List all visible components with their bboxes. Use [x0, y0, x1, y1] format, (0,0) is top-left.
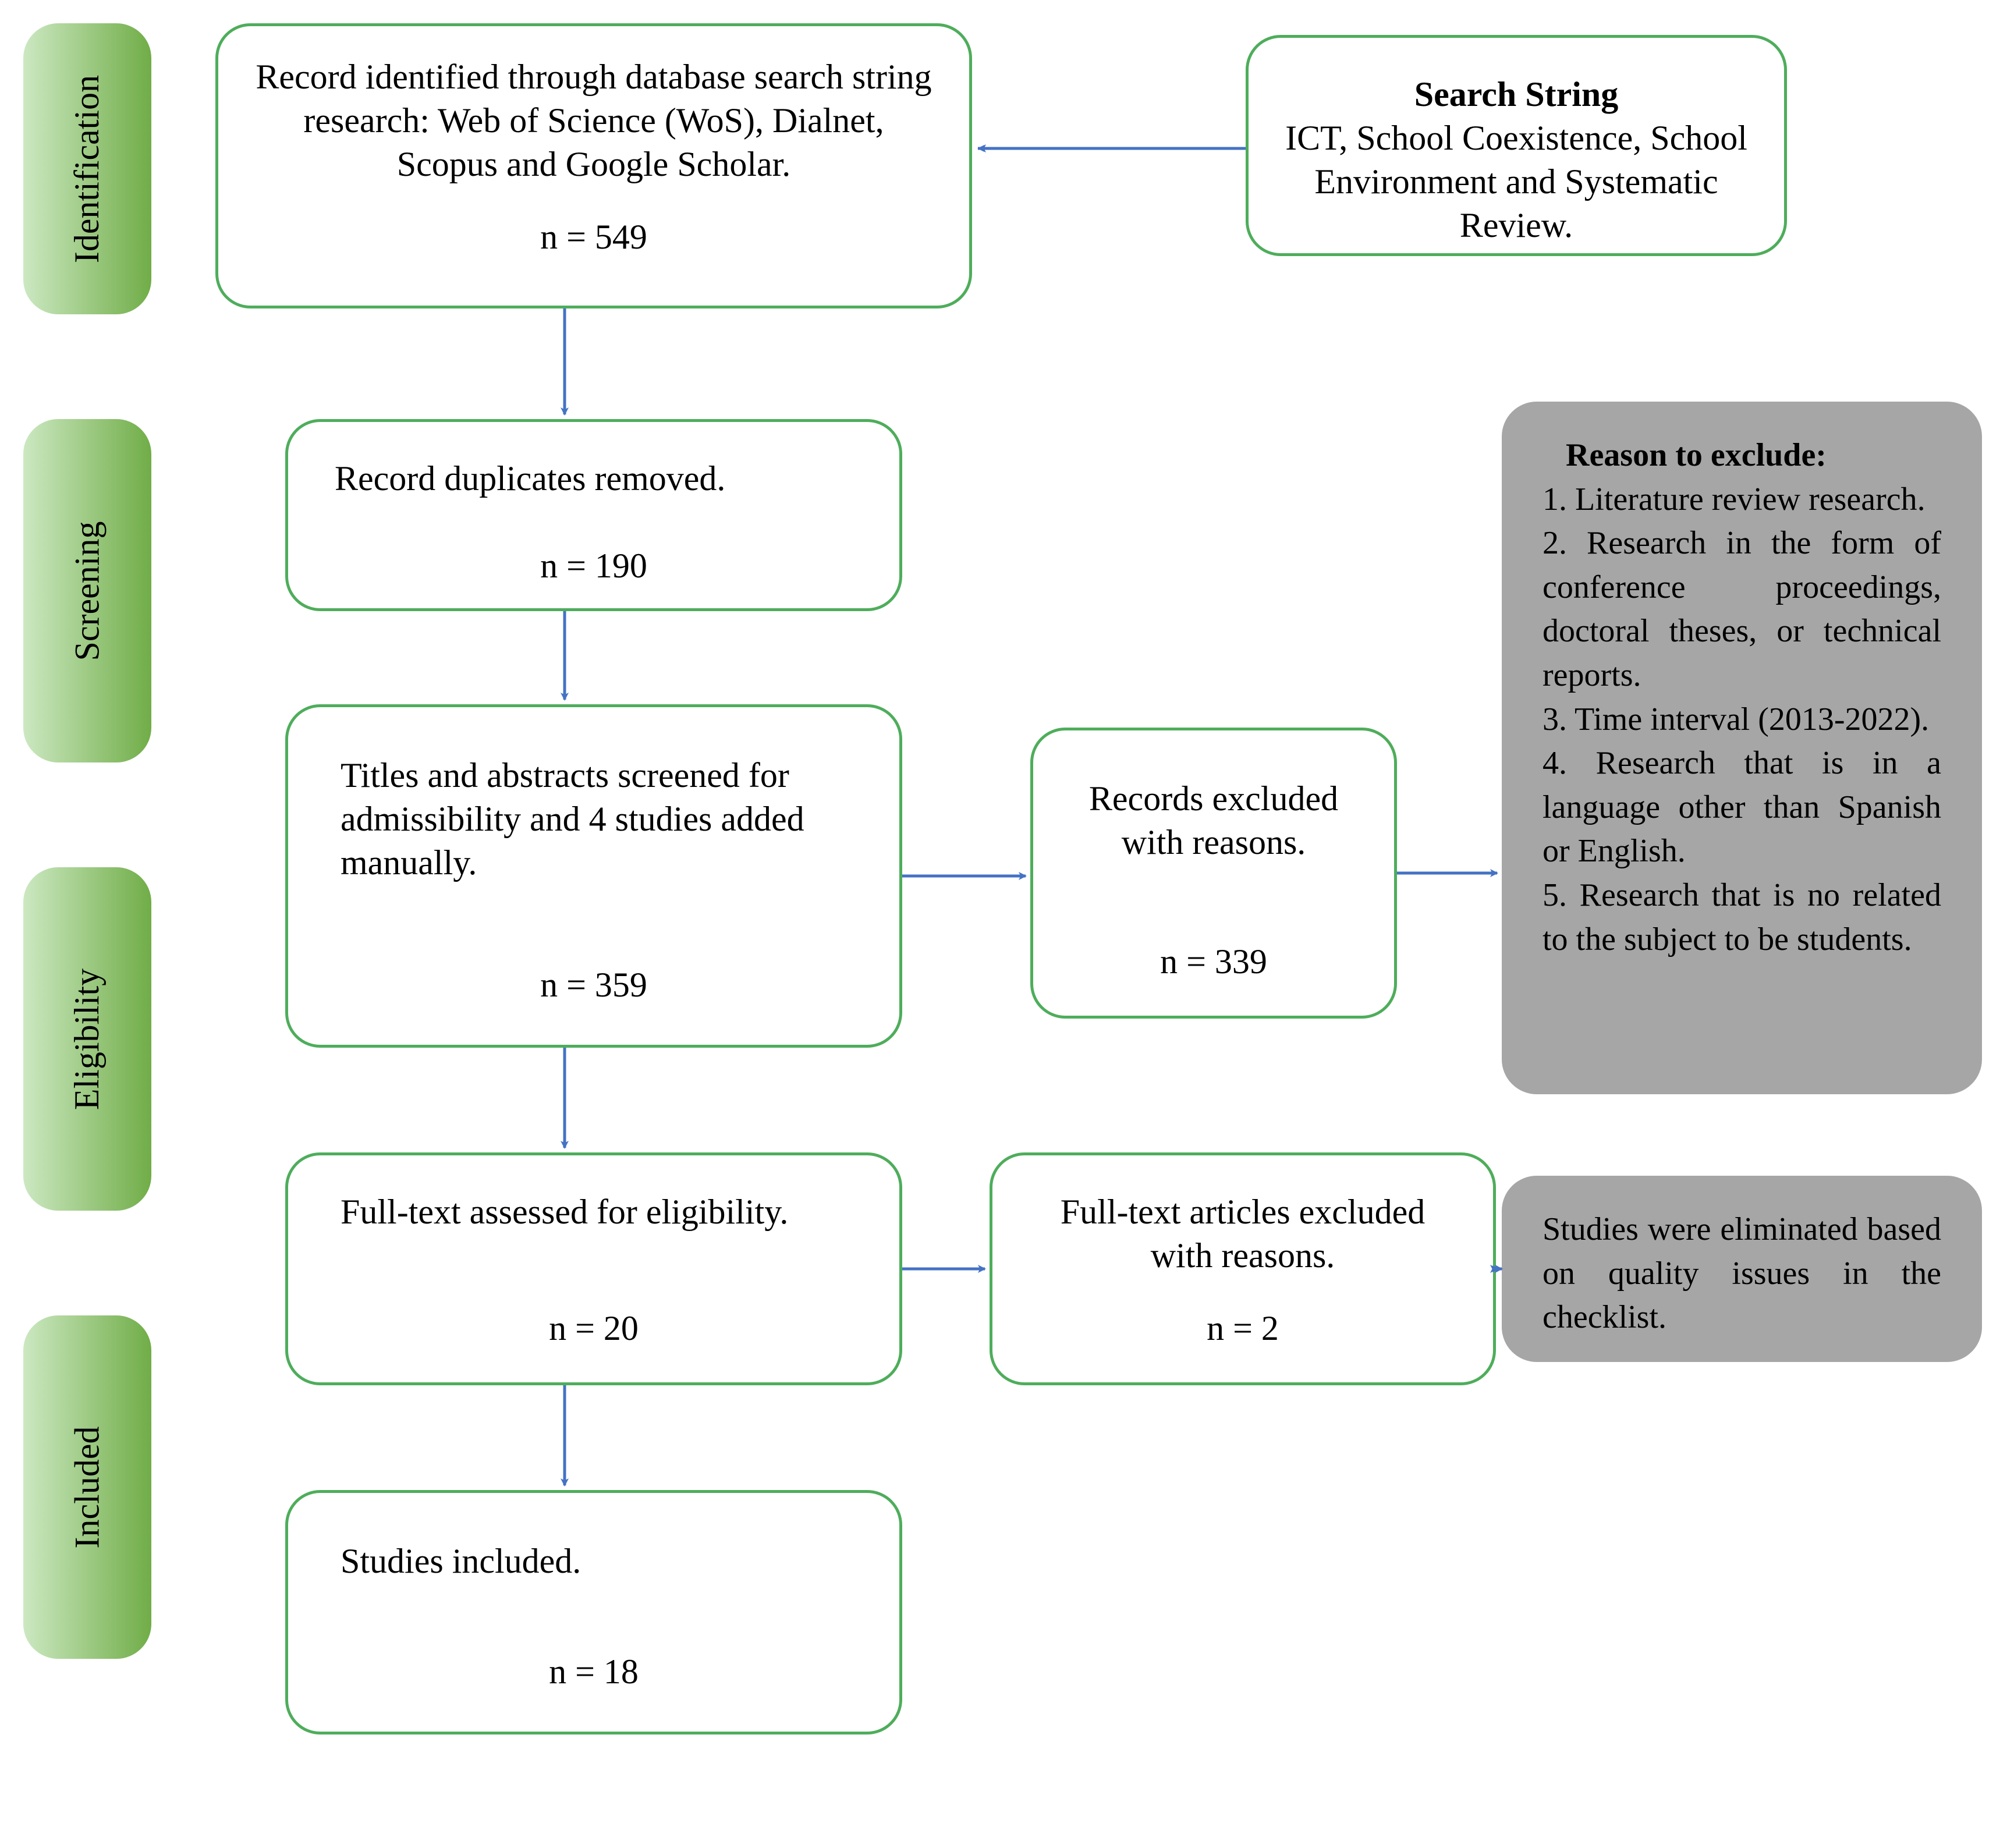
node-titles-n: n = 359 [323, 963, 864, 1007]
node-excluded2-body: Full-text articles excluded with reasons… [1027, 1190, 1458, 1278]
node-fulltext-body: Full-text assessed for eligibility. [341, 1190, 864, 1234]
stage-identification-label: Identification [68, 75, 108, 263]
node-excluded2: Full-text articles excluded with reasons… [990, 1152, 1496, 1385]
node-search-string-body: ICT, School Coexistence, School Environm… [1283, 116, 1749, 247]
node-identified-n: n = 549 [253, 215, 934, 259]
node-included-body: Studies included. [341, 1540, 864, 1583]
gray-reasons-r1: 1. Literature review research. [1543, 478, 1941, 522]
stage-screening: Screening [23, 419, 151, 762]
gray-reasons-r3: 3. Time interval (2013-2022). [1543, 698, 1941, 742]
prisma-flowchart: Identification Screening Eligibility Inc… [0, 0, 2007, 1848]
gray-reasons: Reason to exclude: 1. Literature review … [1502, 402, 1982, 1094]
node-included: Studies included. n = 18 [285, 1490, 902, 1735]
node-excluded1: Records excluded with reasons. n = 339 [1030, 728, 1397, 1019]
gray-quality-body: Studies were eliminated based on quality… [1502, 1208, 1982, 1340]
gray-quality: Studies were eliminated based on quality… [1502, 1176, 1982, 1362]
node-excluded1-body: Records excluded with reasons. [1068, 777, 1359, 864]
stage-eligibility-label: Eligibility [68, 968, 108, 1109]
node-titles: Titles and abstracts screened for admiss… [285, 704, 902, 1048]
node-titles-body: Titles and abstracts screened for admiss… [341, 754, 864, 885]
node-search-string: Search String ICT, School Coexistence, S… [1246, 35, 1787, 256]
node-dedup-n: n = 190 [323, 544, 864, 588]
node-fulltext-n: n = 20 [323, 1307, 864, 1350]
node-dedup-body: Record duplicates removed. [335, 457, 864, 501]
stage-included-label: Included [67, 1426, 107, 1548]
gray-reasons-r4: 4. Research that is in a language other … [1543, 742, 1941, 874]
node-dedup: Record duplicates removed. n = 190 [285, 419, 902, 611]
node-included-n: n = 18 [323, 1650, 864, 1694]
gray-reasons-r2: 2. Research in the form of conference pr… [1543, 522, 1941, 697]
stage-eligibility: Eligibility [23, 867, 151, 1211]
stage-screening-label: Screening [68, 521, 108, 661]
stage-identification: Identification [23, 23, 151, 314]
node-excluded2-n: n = 2 [1027, 1307, 1458, 1350]
node-excluded1-n: n = 339 [1068, 940, 1359, 984]
gray-reasons-title: Reason to exclude: [1566, 437, 1827, 473]
node-identified-body: Record identified through database searc… [253, 55, 934, 186]
stage-included: Included [23, 1315, 151, 1659]
gray-reasons-r5: 5. Research that is no related to the su… [1543, 874, 1941, 962]
node-search-string-title: Search String [1283, 73, 1749, 116]
node-identified: Record identified through database searc… [215, 23, 972, 308]
node-fulltext: Full-text assessed for eligibility. n = … [285, 1152, 902, 1385]
